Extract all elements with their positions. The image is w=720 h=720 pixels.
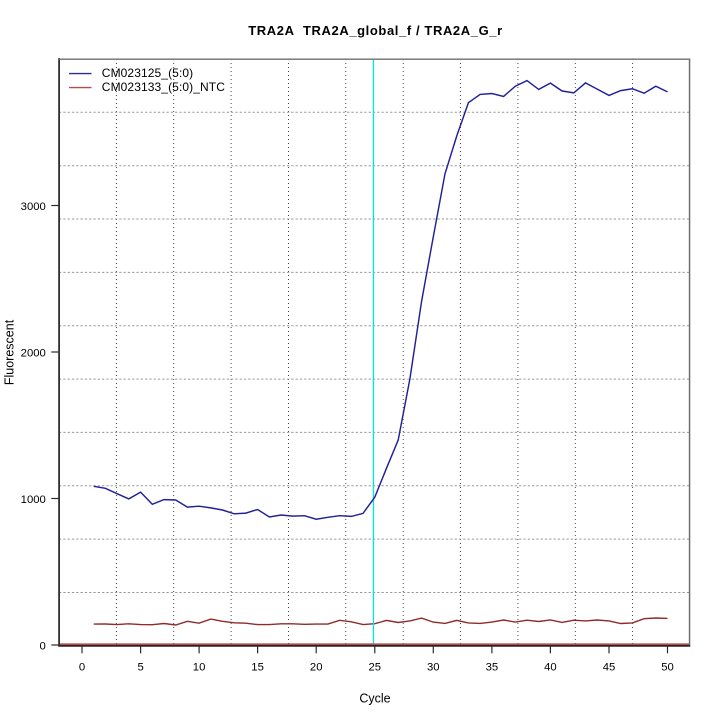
svg-text:30: 30 (427, 662, 440, 674)
svg-text:20: 20 (310, 662, 323, 674)
svg-text:10: 10 (193, 662, 206, 674)
svg-text:CM023125_(5:0): CM023125_(5:0) (102, 66, 193, 80)
svg-text:0: 0 (79, 662, 85, 674)
svg-text:Fluorescent: Fluorescent (2, 319, 16, 385)
svg-text:CM023133_(5:0)_NTC: CM023133_(5:0)_NTC (102, 80, 225, 94)
svg-text:5: 5 (137, 662, 143, 674)
svg-text:45: 45 (603, 662, 616, 674)
svg-text:2000: 2000 (21, 348, 46, 360)
svg-text:25: 25 (369, 662, 382, 674)
svg-text:0: 0 (40, 641, 46, 653)
svg-text:3000: 3000 (21, 201, 46, 213)
svg-text:35: 35 (486, 662, 499, 674)
svg-text:40: 40 (544, 662, 557, 674)
svg-text:15: 15 (251, 662, 264, 674)
svg-text:Cycle: Cycle (359, 691, 390, 705)
svg-text:50: 50 (661, 662, 674, 674)
svg-text:TRA2A TRA2A_global_f / TRA2A_: TRA2A TRA2A_global_f / TRA2A_G_r (248, 23, 503, 38)
svg-text:1000: 1000 (21, 494, 46, 506)
